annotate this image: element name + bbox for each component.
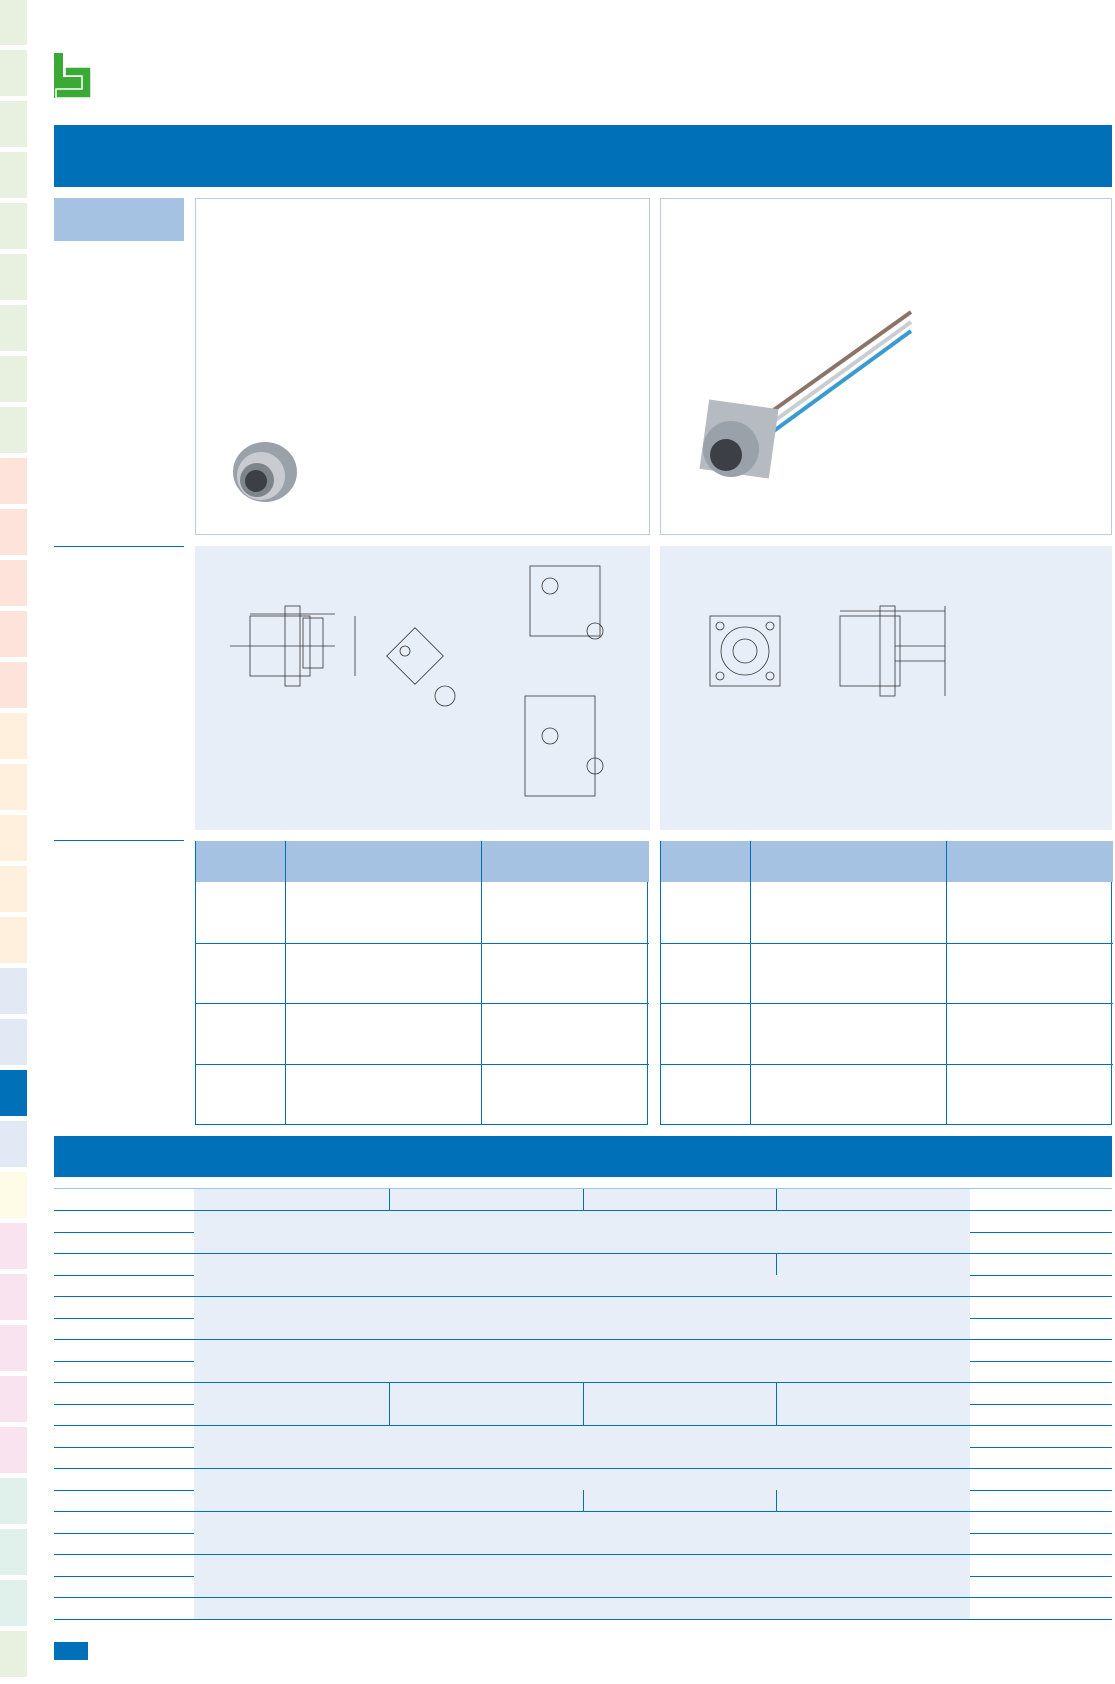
section-tab[interactable] [0,1172,27,1218]
variant-table-right [660,841,1113,1125]
section-tab[interactable] [0,458,27,504]
product-image-panel [660,198,1112,535]
section-tab[interactable] [0,407,27,453]
page-number-box [54,1642,88,1660]
table-row-divider [661,1064,1113,1065]
section-tab[interactable] [0,560,27,606]
dimension-drawing-icon [230,565,604,797]
spec-row [54,1468,1112,1491]
section-tab[interactable] [0,1529,27,1575]
table-row-divider [661,943,1113,944]
spec-row [54,1210,1112,1233]
section-tab[interactable] [0,1274,27,1320]
spec-header-bar [54,1136,1112,1177]
dimension-drawing-icon [709,605,946,697]
spec-row [54,1597,1112,1620]
spec-row [54,1533,1112,1555]
spec-row [54,1318,1112,1340]
section-tab[interactable] [0,1376,27,1422]
spec-row [54,1339,1112,1362]
spec-row [54,1232,1112,1254]
section-tab[interactable] [0,152,27,198]
section-tab[interactable] [0,509,27,555]
section-tab[interactable] [0,815,27,861]
spec-row [54,1253,1112,1276]
section-tab[interactable] [0,1631,27,1677]
spec-row [54,1404,1112,1426]
binder-logo-icon [54,53,91,98]
section-label-box [54,198,184,241]
section-tab[interactable] [0,356,27,402]
table-row-divider [196,1064,649,1065]
spec-row [54,1511,1112,1534]
spec-row [54,1490,1112,1512]
spec-row [54,1296,1112,1319]
dimension-drawing-panel [195,546,650,830]
section-tab[interactable] [0,968,27,1014]
spec-row [54,1447,1112,1469]
section-tab[interactable] [0,1070,27,1116]
spec-row [54,1576,1112,1598]
spec-row [54,1382,1112,1405]
section-tab[interactable] [0,1478,27,1524]
square-flange-connector-image-icon [699,310,913,479]
section-tab[interactable] [0,254,27,300]
section-tab[interactable] [0,662,27,708]
section-tab[interactable] [0,305,27,351]
spec-row [54,1275,1112,1297]
spec-row [54,1554,1112,1577]
page-header-bar [54,125,1112,187]
section-tab[interactable] [0,1427,27,1473]
section-tab[interactable] [0,1223,27,1269]
section-tab[interactable] [0,0,27,45]
section-tab[interactable] [0,764,27,810]
section-tab[interactable] [0,917,27,963]
section-tab[interactable] [0,101,27,147]
section-tab[interactable] [0,1580,27,1626]
panel-mount-connector-image-icon [233,442,297,502]
spec-row [54,1189,1112,1211]
product-image-panel [195,198,650,535]
table-row-divider [661,1003,1113,1004]
section-tab[interactable] [0,1325,27,1371]
section-tab[interactable] [0,1121,27,1167]
table-row-divider [196,1003,649,1004]
section-tab[interactable] [0,1019,27,1065]
spec-row [54,1425,1112,1448]
section-tab[interactable] [0,611,27,657]
variant-table-left [195,841,649,1125]
table-header [661,841,1113,882]
section-tab[interactable] [0,866,27,912]
table-header [196,841,649,882]
section-tab[interactable] [0,203,27,249]
section-tab[interactable] [0,713,27,759]
dimension-drawing-panel [660,546,1112,830]
spec-row [54,1361,1112,1383]
table-row-divider [196,943,649,944]
section-tab[interactable] [0,50,27,96]
